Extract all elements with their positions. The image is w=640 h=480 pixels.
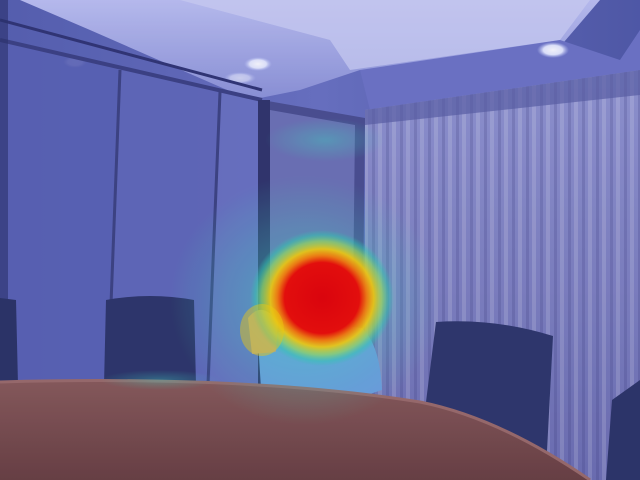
chair-back-edge — [606, 380, 640, 480]
ceiling-lamp — [244, 57, 272, 71]
heatmap-glow — [265, 118, 385, 162]
chair-back-far-left — [0, 298, 18, 385]
conference-table — [0, 380, 590, 480]
curtain-rail — [365, 70, 640, 125]
ceiling-lamp — [537, 42, 569, 58]
heatmap-hand-spot — [240, 304, 284, 356]
heatmap-hotspot — [250, 230, 394, 366]
ceiling-recess — [180, 0, 590, 70]
heatmap-glow — [100, 370, 220, 390]
